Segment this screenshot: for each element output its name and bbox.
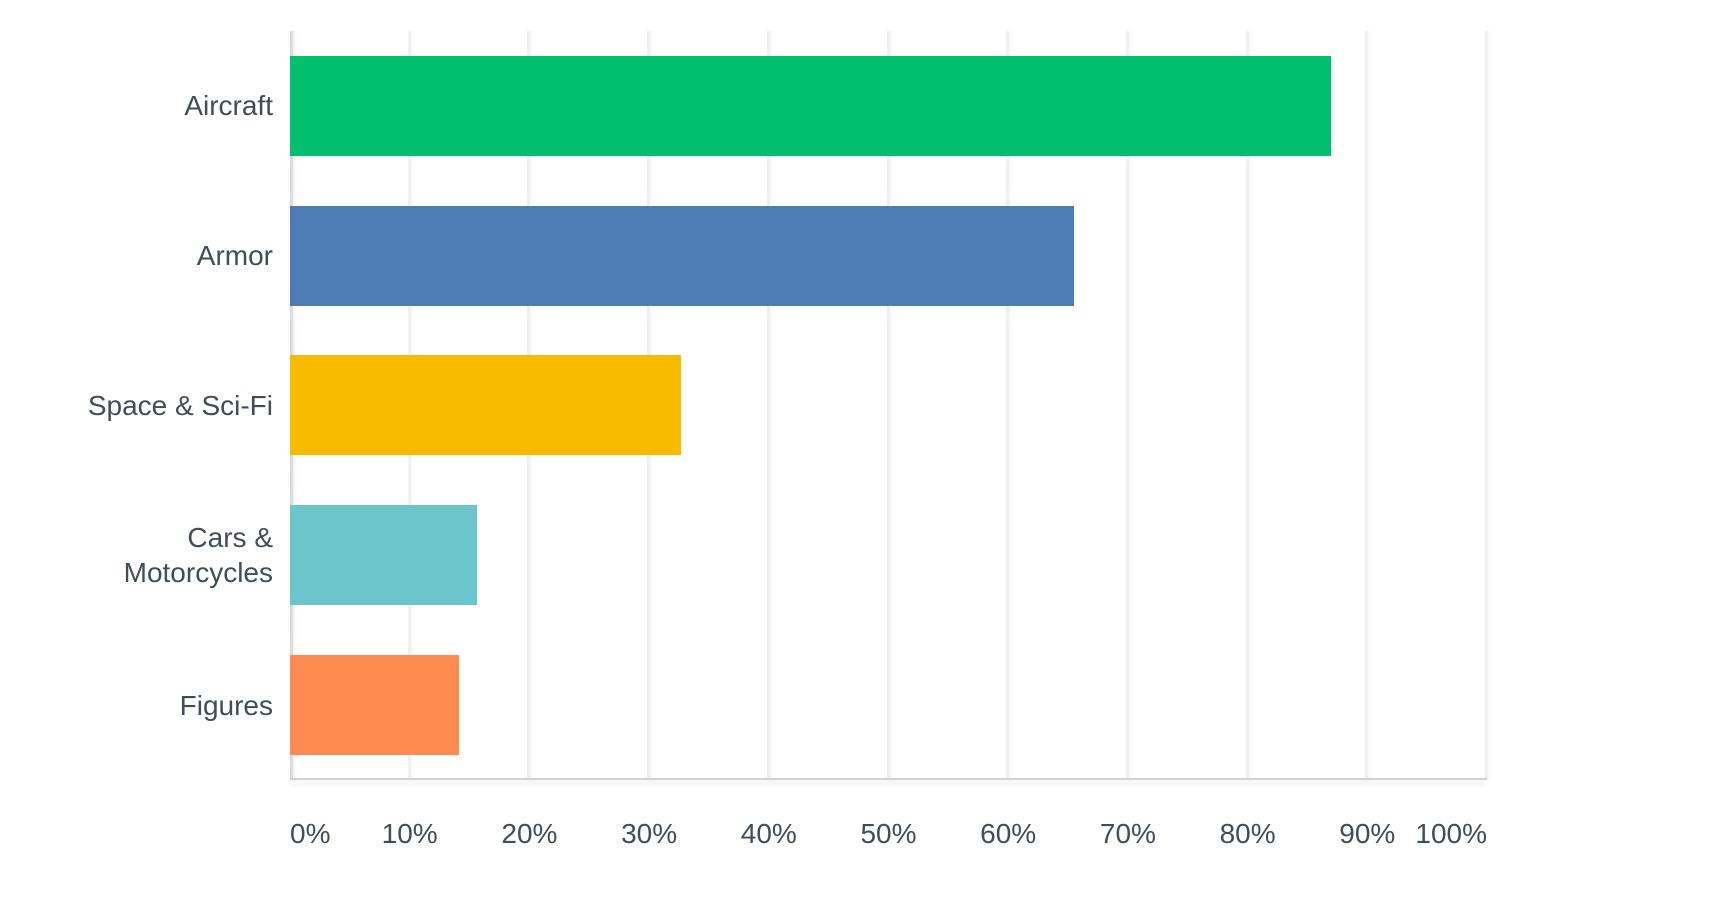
bar-space-sci-fi[interactable] [290, 355, 682, 456]
gridline-70 [1125, 31, 1129, 780]
x-tick-label-60: 60% [980, 818, 1037, 849]
x-axis-line [290, 778, 1487, 780]
bars-container [290, 31, 1487, 780]
x-tick-label-30: 30% [621, 818, 678, 849]
x-tick-label-10: 10% [381, 818, 438, 849]
bar-figures[interactable] [290, 655, 459, 756]
gridline-60 [1006, 31, 1010, 780]
category-label-row-armor: Armor [53, 181, 273, 331]
bar-aircraft[interactable] [290, 55, 1332, 156]
bar-row-armor [290, 181, 1487, 331]
gridline-90 [1365, 31, 1369, 780]
category-label-row-figures: Figures [53, 630, 273, 780]
bar-cars-motorcycles[interactable] [290, 505, 477, 606]
category-label-cars-motorcycles: Cars & Motorcycles [123, 522, 273, 589]
gridline-50 [886, 31, 890, 780]
category-label-row-space-sci-fi: Space & Sci-Fi [53, 331, 273, 481]
x-axis-tick-labels: 0% 10% 20% 30% 40% 50% 60% 70% 80% 90% 100% [290, 818, 1487, 858]
bar-row-figures [290, 630, 1487, 780]
category-label-aircraft: Aircraft [184, 90, 273, 122]
x-tick-label-80: 80% [1219, 818, 1276, 849]
x-tick-label-0: 0% [290, 818, 331, 849]
x-tick-label-40: 40% [740, 818, 797, 849]
gridline-40 [766, 31, 770, 780]
bar-row-space-sci-fi [290, 331, 1487, 481]
category-label-figures: Figures [179, 689, 273, 721]
gridline-100 [1485, 31, 1488, 780]
x-tick-label-20: 20% [501, 818, 558, 849]
category-label-row-aircraft: Aircraft [53, 31, 273, 181]
bar-row-cars-motorcycles [290, 480, 1487, 630]
x-tick-label-50: 50% [860, 818, 917, 849]
x-tick-label-70: 70% [1099, 818, 1156, 849]
bar-row-aircraft [290, 31, 1487, 181]
x-tick-label-100: 100% [1415, 818, 1487, 849]
category-labels: Aircraft Armor Space & Sci-Fi Cars & Motorc… [53, 31, 273, 780]
gridline-80 [1245, 31, 1249, 780]
bar-armor[interactable] [290, 205, 1075, 306]
x-tick-label-90: 90% [1339, 818, 1396, 849]
category-label-armor: Armor [196, 240, 273, 272]
category-label-space-sci-fi: Space & Sci-Fi [87, 389, 273, 421]
category-label-row-cars-motorcycles: Cars & Motorcycles [53, 480, 273, 630]
plot-area [290, 31, 1488, 780]
